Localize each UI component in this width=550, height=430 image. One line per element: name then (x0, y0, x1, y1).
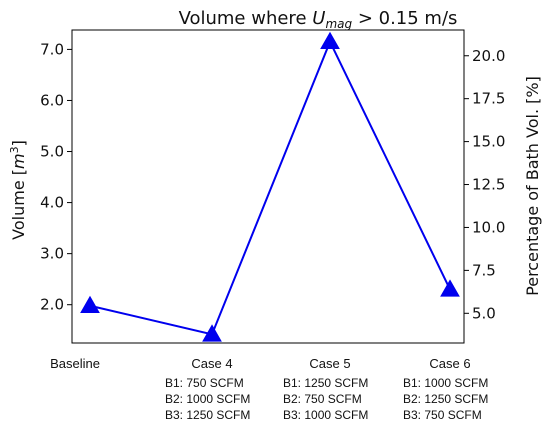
y2-tick-label: 20.0 (472, 47, 505, 65)
x-category-detail: B3: 750 SCFM (403, 408, 482, 422)
series-group (80, 31, 460, 342)
x-category-detail: B2: 750 SCFM (283, 392, 362, 406)
y-tick-label: 4.0 (40, 194, 64, 212)
x-category-detail: B2: 1000 SCFM (165, 392, 250, 406)
y2-axis-label: Percentage of Bath Vol. [%] (523, 76, 542, 296)
chart-title: Volume where Umag > 0.15 m/s (179, 8, 458, 31)
plot-frame (71, 29, 465, 344)
y-tick-label: 6.0 (40, 91, 64, 109)
x-category-detail: B1: 1250 SCFM (283, 376, 368, 390)
data-point (202, 324, 222, 342)
x-category-detail: B2: 1250 SCFM (403, 392, 488, 406)
data-point (440, 279, 460, 297)
y-tick-label: 7.0 (40, 40, 64, 58)
x-category-label: Baseline (50, 356, 100, 371)
x-category-detail: B1: 750 SCFM (165, 376, 244, 390)
x-category-detail: B3: 1250 SCFM (165, 408, 250, 422)
data-point (80, 295, 100, 313)
data-point (320, 31, 340, 49)
y2-tick-label: 17.5 (472, 90, 505, 108)
y2-tick-label: 12.5 (472, 176, 505, 194)
y-axis-right: 5.0 7.5 10.0 12.5 15.0 17.5 20.0 (464, 47, 505, 322)
y-tick-label: 3.0 (40, 245, 64, 263)
y2-tick-label: 7.5 (472, 261, 496, 279)
y-tick-label: 2.0 (40, 296, 64, 314)
y-axis-left: 2.0 3.0 4.0 5.0 6.0 7.0 (40, 40, 72, 314)
y-tick-label: 5.0 (40, 143, 64, 161)
series-line (89, 39, 451, 336)
y-axis-label: Volume [m3] (8, 140, 28, 240)
x-category-detail: B3: 1000 SCFM (283, 408, 368, 422)
x-category-label: Case 5 (309, 356, 350, 371)
x-category-label: Case 4 (191, 356, 232, 371)
x-axis-labels: Baseline Case 4 B1: 750 SCFM B2: 1000 SCFM B… (50, 356, 488, 422)
y2-tick-label: 5.0 (472, 304, 496, 322)
x-category-detail: B1: 1000 SCFM (403, 376, 488, 390)
y2-tick-label: 10.0 (472, 218, 505, 236)
x-category-label: Case 6 (429, 356, 470, 371)
y2-tick-label: 15.0 (472, 133, 505, 151)
